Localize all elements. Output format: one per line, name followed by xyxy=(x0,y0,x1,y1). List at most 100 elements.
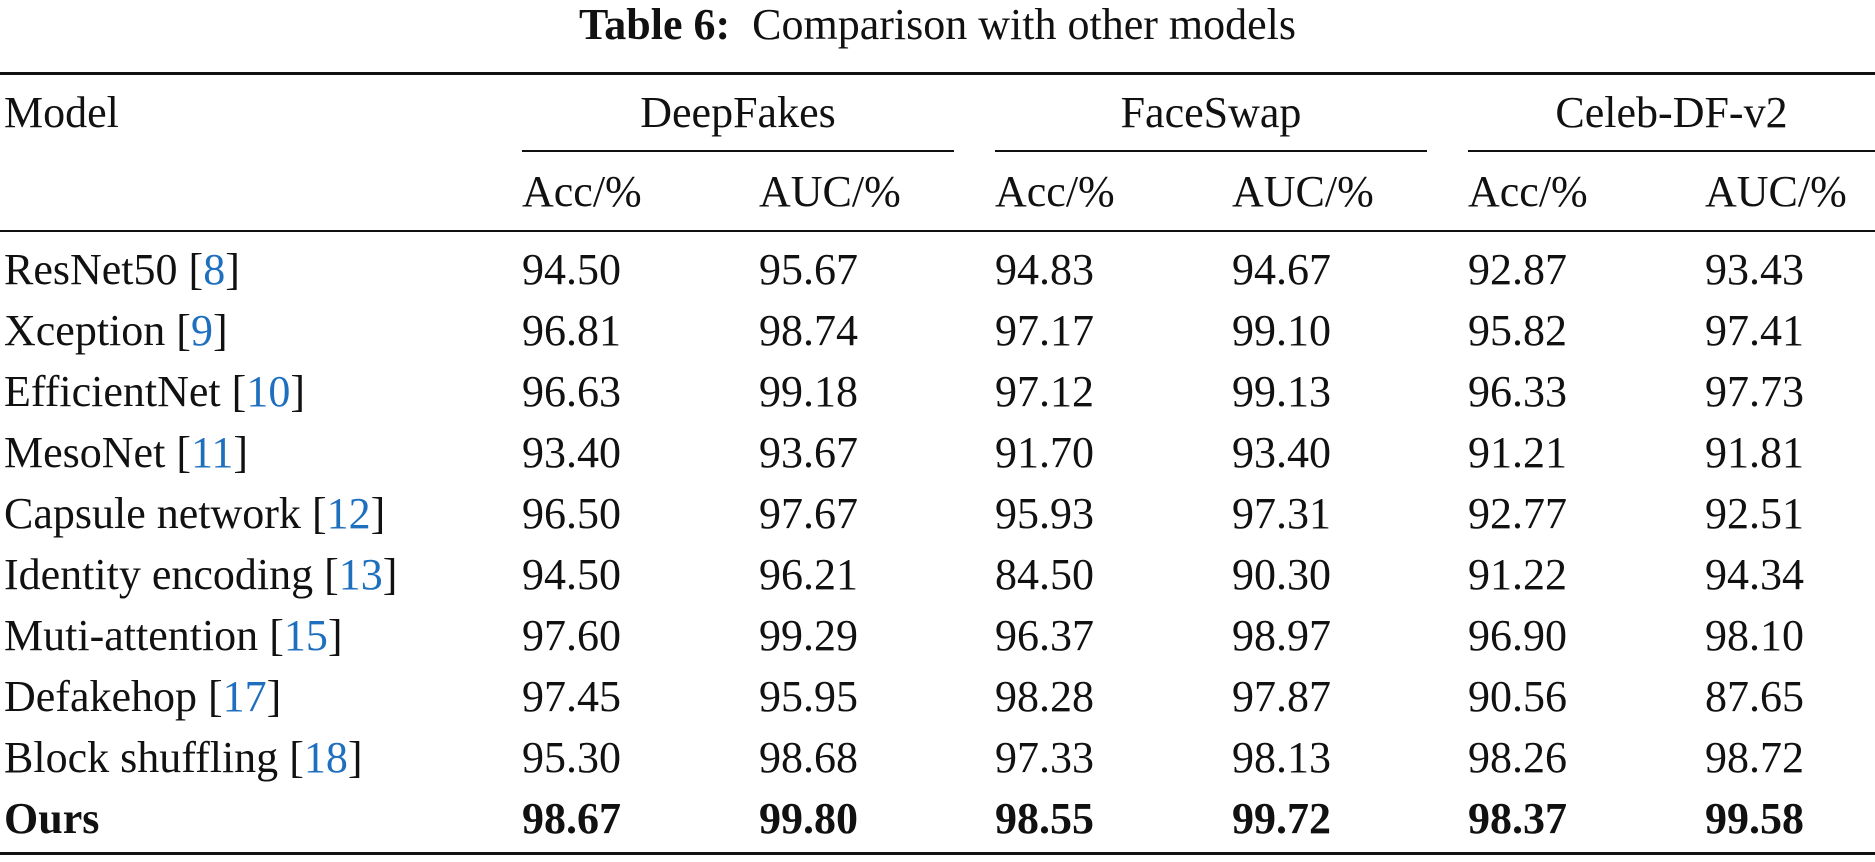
reference-link[interactable]: 17 xyxy=(222,672,267,721)
value-cell: 93.67 xyxy=(759,428,858,477)
value-cell: 97.67 xyxy=(759,489,858,538)
value-cell: 99.29 xyxy=(759,611,858,660)
reference-link[interactable]: 11 xyxy=(190,428,234,477)
model-name-cell: Capsule network [12] xyxy=(4,489,386,538)
value-cell: 84.50 xyxy=(995,550,1094,599)
reference-link[interactable]: 18 xyxy=(303,733,348,782)
value-cell: 96.63 xyxy=(522,367,621,416)
value-cell: 96.21 xyxy=(759,550,858,599)
model-name-cell: Xception [9] xyxy=(4,306,228,355)
model-name: ResNet50 xyxy=(4,245,178,294)
value-cell: 98.74 xyxy=(759,306,858,355)
value-cell: 87.65 xyxy=(1705,672,1804,721)
value-cell: 95.30 xyxy=(522,733,621,782)
value-cell: 98.68 xyxy=(759,733,858,782)
value-cell: 90.56 xyxy=(1468,672,1567,721)
model-name-cell: Identity encoding [13] xyxy=(4,550,398,599)
value-cell: 94.83 xyxy=(995,245,1094,294)
value-cell: 98.10 xyxy=(1705,611,1804,660)
model-name-cell: Defakehop [17] xyxy=(4,672,282,721)
model-name: Capsule network xyxy=(4,489,301,538)
model-name: Muti-attention xyxy=(4,611,259,660)
model-name: Block shuffling xyxy=(4,733,279,782)
value-cell: 97.17 xyxy=(995,306,1094,355)
value-cell: 94.50 xyxy=(522,550,621,599)
value-cell: 96.33 xyxy=(1468,367,1567,416)
reference-link[interactable]: 15 xyxy=(283,611,328,660)
cmidrule-celebdf xyxy=(1468,150,1875,152)
value-cell-best: 99.72 xyxy=(1232,794,1331,843)
value-cell: 99.13 xyxy=(1232,367,1331,416)
value-cell: 98.72 xyxy=(1705,733,1804,782)
reference-link[interactable]: 8 xyxy=(203,245,226,294)
subheader-faceswap-acc: Acc/% xyxy=(995,167,1115,216)
group-header-faceswap: FaceSwap xyxy=(1120,88,1302,137)
subheader-deepfakes-auc: AUC/% xyxy=(759,167,901,216)
group-header-deepfakes: DeepFakes xyxy=(640,88,836,137)
model-name: MesoNet xyxy=(4,428,166,477)
value-cell: 94.50 xyxy=(522,245,621,294)
model-header: Model xyxy=(4,88,119,137)
value-cell: 95.93 xyxy=(995,489,1094,538)
model-name-cell: MesoNet [11] xyxy=(4,428,248,477)
value-cell: 96.37 xyxy=(995,611,1094,660)
value-cell-best: 99.58 xyxy=(1705,794,1804,843)
reference-link[interactable]: 10 xyxy=(246,367,291,416)
value-cell: 98.28 xyxy=(995,672,1094,721)
caption-text: Comparison with other models xyxy=(752,0,1297,49)
value-cell: 95.82 xyxy=(1468,306,1567,355)
value-cell: 99.10 xyxy=(1232,306,1331,355)
value-cell: 97.45 xyxy=(522,672,621,721)
value-cell: 94.67 xyxy=(1232,245,1331,294)
value-cell: 91.21 xyxy=(1468,428,1567,477)
value-cell: 97.60 xyxy=(522,611,621,660)
subheader-celebdf-acc: Acc/% xyxy=(1468,167,1588,216)
model-name-cell: Muti-attention [15] xyxy=(4,611,343,660)
value-cell-best: 98.37 xyxy=(1468,794,1567,843)
value-cell: 92.51 xyxy=(1705,489,1804,538)
model-name-cell: Block shuffling [18] xyxy=(4,733,363,782)
reference-link[interactable]: 9 xyxy=(190,306,213,355)
header-rule xyxy=(0,230,1875,232)
value-cell: 93.40 xyxy=(1232,428,1331,477)
value-cell-best: 98.55 xyxy=(995,794,1094,843)
value-cell: 95.95 xyxy=(759,672,858,721)
value-cell-best: 99.80 xyxy=(759,794,858,843)
top-rule xyxy=(0,72,1875,75)
reference-link[interactable]: 13 xyxy=(338,550,383,599)
model-name: EfficientNet xyxy=(4,367,221,416)
model-name-cell: ResNet50 [8] xyxy=(4,245,240,294)
value-cell: 97.73 xyxy=(1705,367,1804,416)
value-cell: 96.50 xyxy=(522,489,621,538)
model-name: Defakehop xyxy=(4,672,198,721)
value-cell: 98.26 xyxy=(1468,733,1567,782)
value-cell: 96.90 xyxy=(1468,611,1567,660)
model-name: Xception xyxy=(4,306,166,355)
value-cell: 93.40 xyxy=(522,428,621,477)
model-name: Identity encoding xyxy=(4,550,314,599)
cmidrule-faceswap xyxy=(995,150,1427,152)
value-cell: 97.33 xyxy=(995,733,1094,782)
value-cell-best: 98.67 xyxy=(522,794,621,843)
value-cell: 97.12 xyxy=(995,367,1094,416)
value-cell: 95.67 xyxy=(759,245,858,294)
value-cell: 96.81 xyxy=(522,306,621,355)
reference-link[interactable]: 12 xyxy=(326,489,371,538)
value-cell: 90.30 xyxy=(1232,550,1331,599)
model-name-cell: EfficientNet [10] xyxy=(4,367,305,416)
model-name: Ours xyxy=(4,794,100,843)
value-cell: 99.18 xyxy=(759,367,858,416)
value-cell: 92.77 xyxy=(1468,489,1567,538)
value-cell: 91.81 xyxy=(1705,428,1804,477)
subheader-deepfakes-acc: Acc/% xyxy=(522,167,642,216)
bottom-rule xyxy=(0,852,1875,855)
value-cell: 98.97 xyxy=(1232,611,1331,660)
cmidrule-deepfakes xyxy=(522,150,954,152)
value-cell: 97.41 xyxy=(1705,306,1804,355)
value-cell: 97.31 xyxy=(1232,489,1331,538)
value-cell: 92.87 xyxy=(1468,245,1567,294)
caption-label: Table 6: xyxy=(578,0,731,49)
subheader-faceswap-auc: AUC/% xyxy=(1232,167,1374,216)
table-caption: Table 6: Comparison with other models xyxy=(0,0,1875,50)
group-header-celebdf: Celeb-DF-v2 xyxy=(1555,88,1788,137)
